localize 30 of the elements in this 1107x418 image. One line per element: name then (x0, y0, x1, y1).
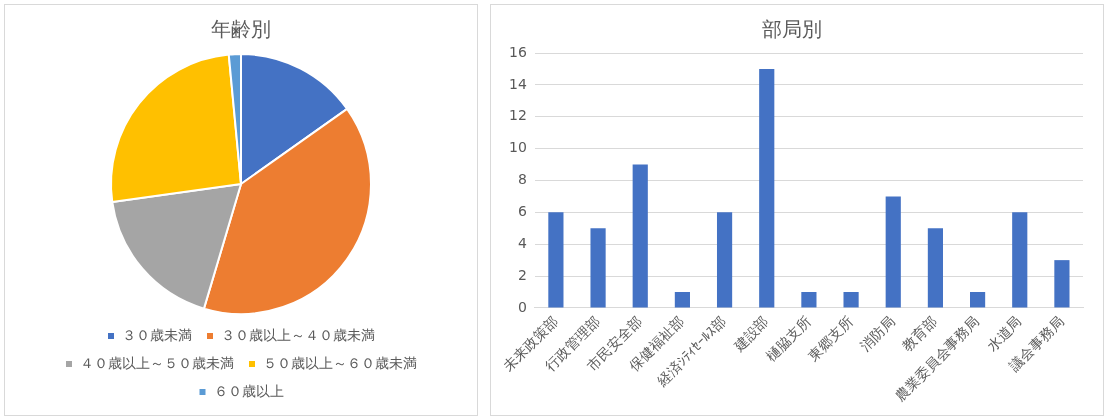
legend-label: ５０歳以上～６０歳未満 (263, 354, 417, 371)
bar (548, 212, 564, 308)
y-tick-label: 16 (508, 43, 527, 60)
bar (1054, 260, 1070, 308)
chart-title: 部局別 (762, 17, 822, 42)
y-tick-label: 4 (517, 234, 527, 251)
y-tick-label: 14 (508, 75, 527, 92)
legend-label: ６０歳以上 (213, 382, 284, 399)
y-tick-label: 6 (517, 202, 527, 219)
bar (885, 196, 901, 308)
legend-label: ３０歳未満 (122, 326, 192, 343)
bar (843, 291, 859, 308)
y-tick-label: 8 (517, 171, 527, 188)
bar (1012, 212, 1028, 308)
bar (674, 291, 690, 308)
bar (590, 228, 606, 308)
bar (801, 291, 817, 308)
y-tick-label: 10 (508, 139, 527, 156)
x-tick-label: 消防局 (856, 313, 898, 355)
bar (716, 212, 733, 308)
bar (969, 291, 986, 308)
chart-title: 年齢別 (211, 17, 271, 42)
y-tick-label: 2 (517, 266, 527, 283)
y-tick-label: 0 (517, 298, 527, 315)
legend-label: ３０歳以上～４０歳未満 (221, 326, 375, 343)
bar (759, 68, 775, 308)
y-tick-label: 12 (508, 107, 527, 124)
bar (927, 228, 943, 308)
bar (632, 164, 648, 308)
legend-label: ４０歳以上～５０歳未満 (80, 354, 234, 371)
